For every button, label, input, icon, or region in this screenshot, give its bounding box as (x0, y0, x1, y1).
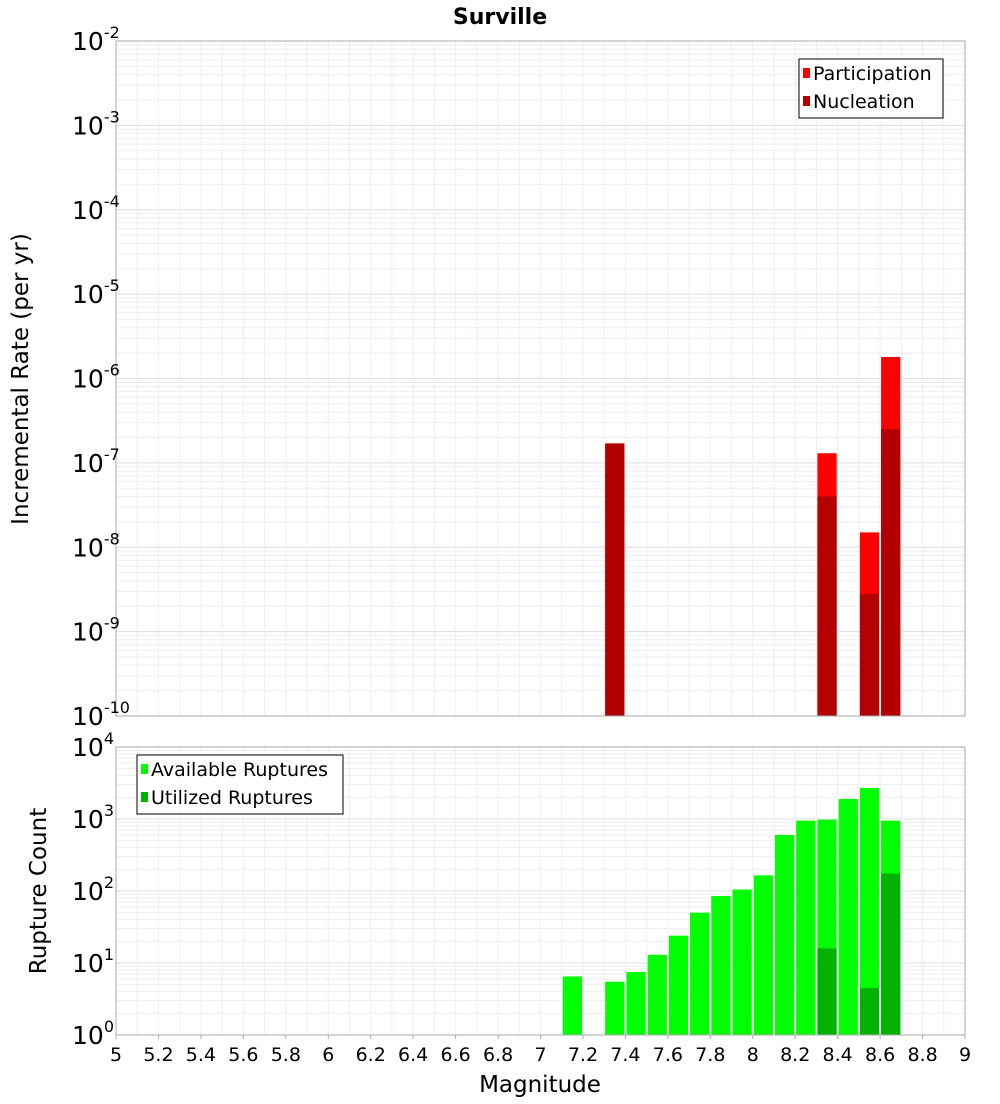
x-tick-label: 6.6 (440, 1044, 470, 1066)
legend-swatch (803, 96, 810, 106)
x-tick-label: 6.4 (398, 1044, 428, 1066)
y-axis-label: Rupture Count (26, 808, 52, 974)
y-tick-label: 10-9 (72, 614, 120, 647)
legend-label: Participation (813, 63, 932, 85)
bar-available-ruptures (690, 912, 710, 1035)
x-tick-label: 9 (959, 1044, 971, 1066)
y-tick-label: 10-6 (72, 361, 120, 394)
chart-title: Surville (453, 5, 547, 30)
bar-available-ruptures (711, 896, 731, 1035)
x-tick-label: 8.8 (907, 1044, 937, 1066)
bar-utilized-ruptures (817, 948, 837, 1035)
y-tick-label: 10-10 (72, 698, 130, 731)
x-tick-label: 7.6 (653, 1044, 683, 1066)
x-tick-label: 7.8 (695, 1044, 725, 1066)
bar-available-ruptures (605, 981, 625, 1035)
y-axis-label: Incremental Rate (per yr) (8, 233, 34, 525)
bar-nucleation (605, 443, 625, 716)
x-tick-label: 6 (322, 1044, 334, 1066)
x-tick-label: 6.8 (483, 1044, 513, 1066)
x-tick-label: 8.4 (823, 1044, 853, 1066)
x-tick-label: 7.4 (610, 1044, 640, 1066)
legend: Available Ruptures Utilized Ruptures (136, 754, 344, 815)
x-tick-label: 7 (534, 1044, 546, 1066)
legend-box (136, 754, 344, 815)
x-tick-label: 5.2 (143, 1044, 173, 1066)
x-tick-label: 5.6 (228, 1044, 258, 1066)
x-tick-label: 5 (110, 1044, 122, 1066)
bar-available-ruptures (753, 875, 773, 1035)
legend: Participation Nucleation (798, 58, 944, 119)
x-tick-label: 5.8 (271, 1044, 301, 1066)
bar-available-ruptures (796, 820, 816, 1035)
x-axis-label: Magnitude (479, 1072, 601, 1098)
x-tick-label: 7.2 (568, 1044, 598, 1066)
legend-label: Utilized Ruptures (151, 787, 313, 809)
legend-swatch (803, 68, 810, 78)
count-panel: 100 101 102 103 104 Rupture Count Available Ru… (26, 729, 966, 1050)
plot-frame (115, 40, 966, 717)
legend-swatch (141, 792, 148, 802)
bar-utilized-ruptures (881, 873, 901, 1035)
y-tick-label: 10-4 (72, 192, 120, 225)
bar-available-ruptures (859, 787, 880, 1035)
x-axis: 5 5.2 5.4 5.6 5.8 6 6.2 6.4 6.6 6.8 7 7.2 7.4 7.6 7.8 8… (110, 1035, 971, 1066)
bar-available-ruptures (732, 889, 752, 1035)
bar-nucleation (859, 593, 880, 716)
y-tick-label: 10-5 (72, 276, 120, 309)
bar-available-ruptures (838, 798, 858, 1035)
y-tick-label: 100 (72, 1017, 114, 1050)
grid (115, 40, 966, 717)
x-tick-label: 6.2 (356, 1044, 386, 1066)
bar-available-ruptures (647, 954, 667, 1035)
legend-label: Available Ruptures (151, 759, 328, 781)
y-tick-label: 10-2 (72, 23, 120, 56)
bar-available-ruptures (626, 971, 646, 1035)
y-tick-label: 103 (72, 801, 114, 834)
y-tick-label: 10-3 (72, 107, 120, 140)
y-tick-label: 10-7 (72, 445, 120, 478)
y-tick-label: 104 (72, 729, 114, 762)
bar-available-ruptures (774, 834, 795, 1035)
bar-nucleation (881, 429, 901, 716)
y-tick-label: 102 (72, 873, 114, 906)
y-tick-label: 101 (72, 945, 114, 978)
x-tick-label: 5.4 (186, 1044, 216, 1066)
legend-box (798, 58, 944, 119)
x-tick-label: 8.2 (780, 1044, 810, 1066)
legend-label: Nucleation (813, 91, 915, 113)
bar-available-ruptures (668, 935, 689, 1035)
bar-available-ruptures (562, 976, 582, 1035)
rate-panel: 10-10 10-9 10-8 10-7 10-6 10-5 10-4 10-3 10-2 Inc… (8, 23, 966, 731)
y-tick-label: 10-8 (72, 529, 120, 562)
bar-nucleation (817, 496, 837, 716)
x-tick-label: 8.6 (865, 1044, 895, 1066)
bar-utilized-ruptures (859, 987, 880, 1035)
legend-swatch (141, 764, 148, 774)
x-tick-label: 8 (747, 1044, 759, 1066)
